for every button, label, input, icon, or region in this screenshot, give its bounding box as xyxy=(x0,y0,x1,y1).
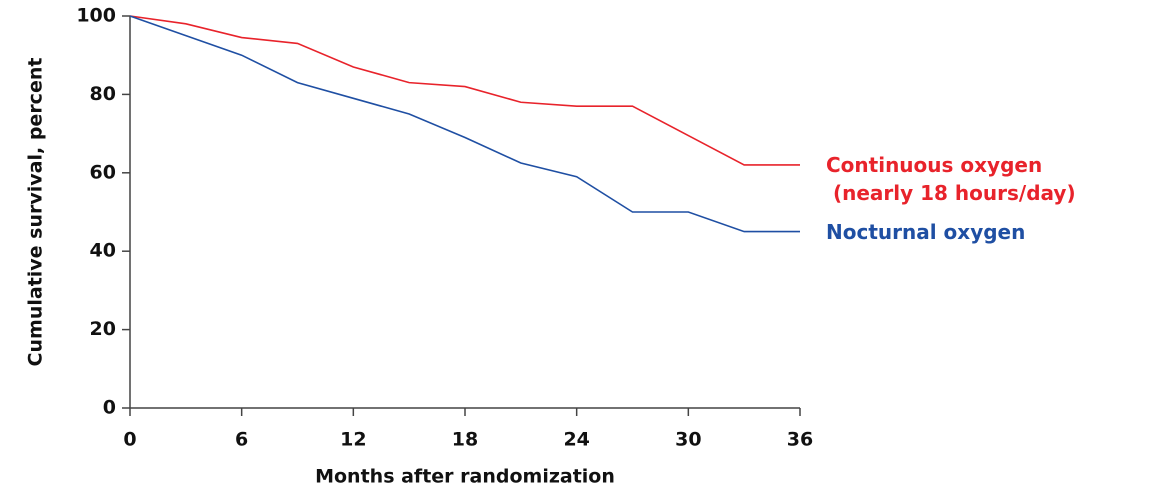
y-tick-label: 40 xyxy=(90,240,116,262)
x-tick-label: 12 xyxy=(340,429,366,451)
series-line xyxy=(129,15,800,166)
x-tick-label: 30 xyxy=(675,429,701,451)
x-tick-label: 24 xyxy=(563,429,589,451)
y-tick-label: 100 xyxy=(76,5,116,27)
y-tick-label: 20 xyxy=(90,318,116,340)
x-tick-label: 36 xyxy=(787,429,813,451)
x-tick-label: 18 xyxy=(452,429,478,451)
legend-label: Nocturnal oxygen xyxy=(826,219,1026,244)
series-line xyxy=(129,15,800,233)
y-axis-title: Cumulative survival, percent xyxy=(25,58,47,367)
legend-label: Continuous oxygen (nearly 18 hours/day) xyxy=(826,152,1076,205)
y-tick-label: 60 xyxy=(90,161,116,183)
x-axis-title: Months after randomization xyxy=(315,466,615,488)
y-tick-label: 80 xyxy=(90,83,116,105)
x-tick-label: 6 xyxy=(235,429,248,451)
y-tick-label: 0 xyxy=(103,397,116,419)
x-tick-label: 0 xyxy=(123,429,136,451)
